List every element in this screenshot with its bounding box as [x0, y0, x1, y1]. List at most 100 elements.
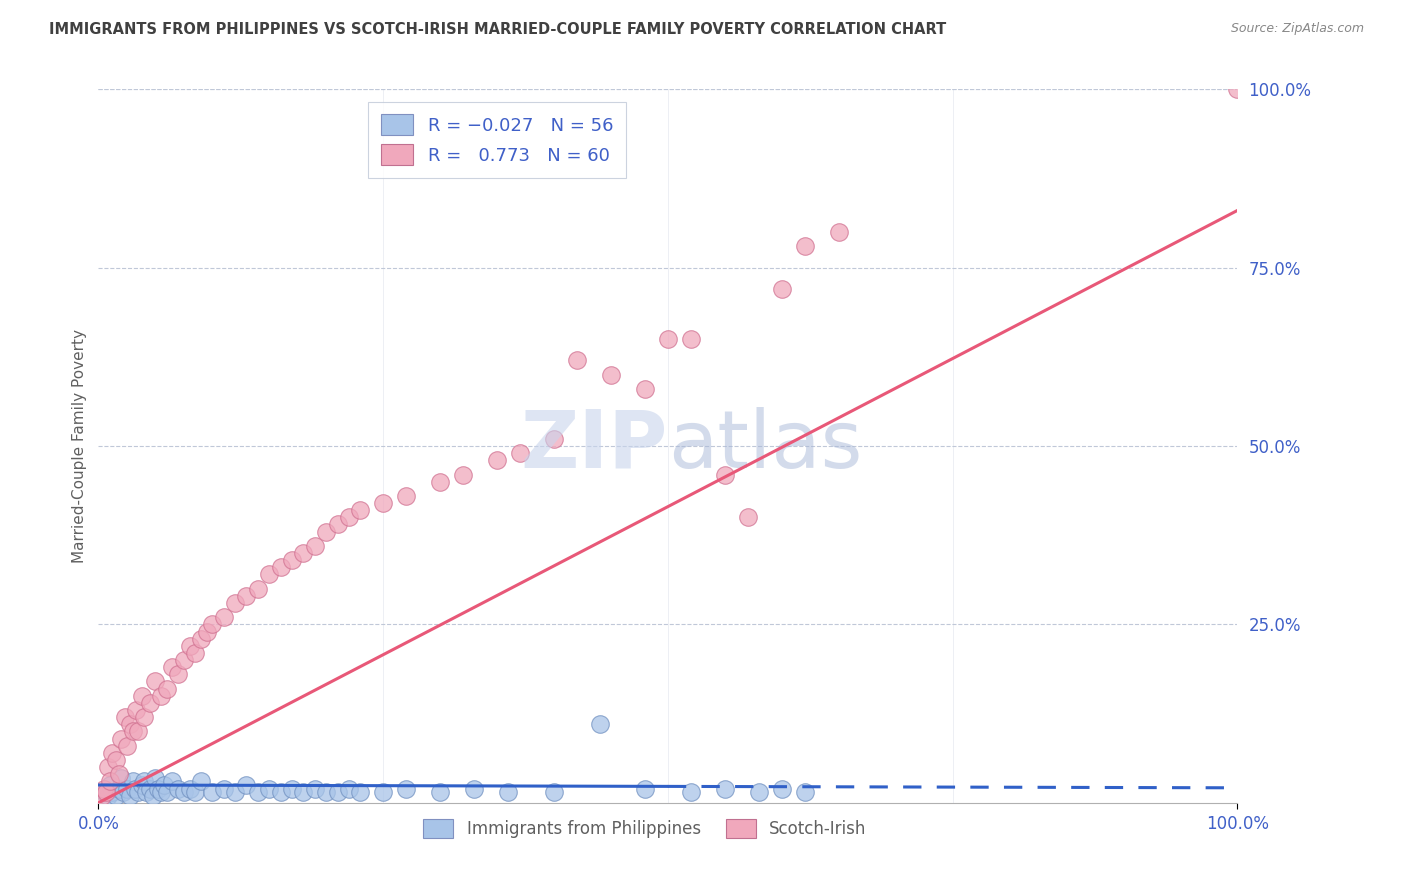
- Point: [138, 696, 160, 710]
- Point: [131, 689, 153, 703]
- Point: [793, 239, 815, 253]
- Point: [146, 781, 169, 796]
- Point: [150, 689, 173, 703]
- Point: [565, 353, 588, 368]
- Point: [121, 724, 143, 739]
- Point: [212, 781, 235, 796]
- Point: [259, 567, 281, 582]
- Point: [115, 781, 138, 796]
- Point: [281, 781, 304, 796]
- Point: [162, 660, 184, 674]
- Point: [326, 517, 349, 532]
- Point: [104, 753, 127, 767]
- Point: [337, 781, 360, 796]
- Point: [190, 632, 212, 646]
- Point: [634, 382, 657, 396]
- Point: [173, 653, 195, 667]
- Point: [124, 781, 146, 796]
- Point: [108, 767, 131, 781]
- Point: [190, 774, 212, 789]
- Point: [770, 282, 793, 296]
- Point: [93, 781, 115, 796]
- Point: [173, 785, 195, 799]
- Point: [96, 789, 118, 803]
- Point: [793, 785, 815, 799]
- Point: [292, 546, 315, 560]
- Point: [167, 667, 190, 681]
- Point: [138, 781, 160, 796]
- Point: [259, 781, 281, 796]
- Point: [349, 503, 371, 517]
- Point: [156, 681, 179, 696]
- Point: [679, 785, 702, 799]
- Point: [132, 710, 155, 724]
- Point: [349, 785, 371, 799]
- Text: Source: ZipAtlas.com: Source: ZipAtlas.com: [1230, 22, 1364, 36]
- Text: atlas: atlas: [668, 407, 862, 485]
- Point: [114, 710, 136, 724]
- Point: [498, 785, 520, 799]
- Point: [304, 781, 326, 796]
- Point: [195, 624, 218, 639]
- Point: [145, 674, 167, 689]
- Point: [96, 760, 118, 774]
- Point: [135, 785, 157, 799]
- Point: [110, 771, 132, 785]
- Point: [270, 560, 292, 574]
- Point: [125, 703, 148, 717]
- Point: [315, 524, 337, 539]
- Y-axis label: Married-Couple Family Poverty: Married-Couple Family Poverty: [72, 329, 87, 563]
- Point: [121, 774, 143, 789]
- Point: [96, 785, 118, 799]
- Point: [104, 789, 127, 803]
- Point: [153, 778, 176, 792]
- Point: [543, 785, 565, 799]
- Point: [101, 785, 124, 799]
- Point: [304, 539, 326, 553]
- Point: [201, 785, 224, 799]
- Point: [451, 467, 474, 482]
- Point: [179, 639, 201, 653]
- Point: [371, 785, 394, 799]
- Point: [110, 731, 132, 746]
- Point: [145, 771, 167, 785]
- Point: [120, 717, 142, 731]
- Point: [93, 785, 115, 799]
- Point: [657, 332, 679, 346]
- Point: [90, 789, 112, 803]
- Point: [120, 789, 142, 803]
- Point: [131, 778, 153, 792]
- Point: [150, 785, 173, 799]
- Point: [115, 739, 138, 753]
- Point: [395, 489, 418, 503]
- Point: [588, 717, 610, 731]
- Point: [167, 781, 190, 796]
- Point: [600, 368, 623, 382]
- Point: [184, 785, 207, 799]
- Point: [127, 724, 149, 739]
- Point: [315, 785, 337, 799]
- Point: [108, 781, 131, 796]
- Point: [1226, 82, 1249, 96]
- Point: [509, 446, 531, 460]
- Point: [292, 785, 315, 799]
- Point: [543, 432, 565, 446]
- Point: [770, 781, 793, 796]
- Point: [98, 778, 121, 792]
- Point: [429, 475, 451, 489]
- Point: [246, 785, 269, 799]
- Point: [224, 596, 246, 610]
- Point: [101, 746, 124, 760]
- Point: [142, 789, 165, 803]
- Point: [235, 589, 257, 603]
- Point: [634, 781, 657, 796]
- Text: ZIP: ZIP: [520, 407, 668, 485]
- Point: [179, 781, 201, 796]
- Point: [337, 510, 360, 524]
- Point: [748, 785, 770, 799]
- Point: [828, 225, 851, 239]
- Point: [235, 778, 257, 792]
- Point: [184, 646, 207, 660]
- Point: [212, 610, 235, 624]
- Point: [326, 785, 349, 799]
